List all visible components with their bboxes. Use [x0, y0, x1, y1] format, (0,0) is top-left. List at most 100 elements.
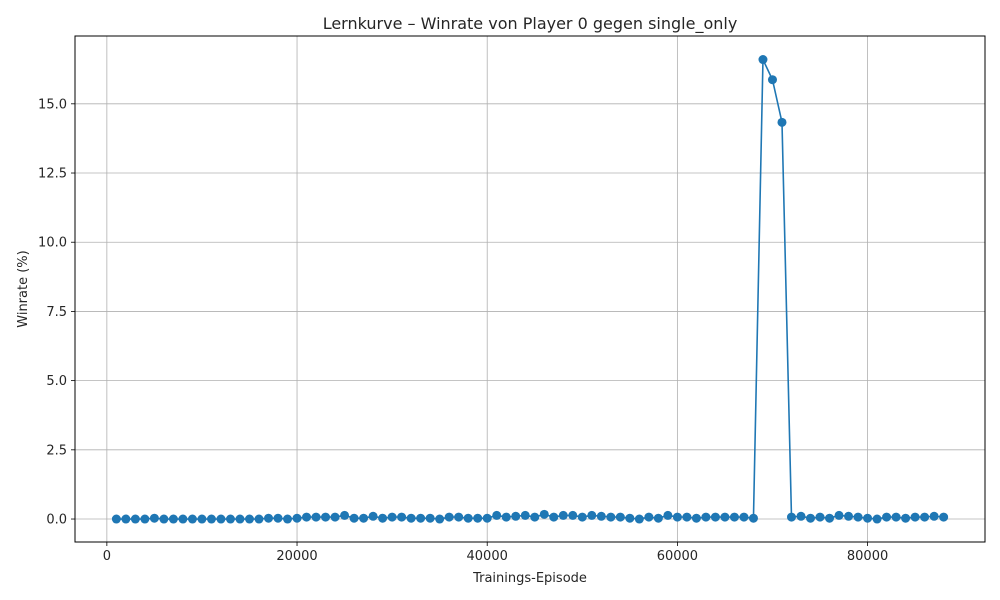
data-point — [283, 514, 293, 524]
data-point — [653, 513, 663, 523]
data-point — [834, 510, 844, 520]
data-point — [615, 512, 625, 522]
data-point — [825, 513, 835, 523]
chart-title: Lernkurve – Winrate von Player 0 gegen s… — [323, 14, 738, 34]
data-point — [159, 514, 169, 524]
data-point — [387, 512, 397, 522]
data-point — [149, 513, 159, 523]
data-point — [178, 514, 188, 524]
data-point — [121, 514, 131, 524]
data-point — [197, 514, 207, 524]
data-point — [901, 513, 911, 523]
data-point — [292, 513, 302, 523]
data-point — [853, 512, 863, 522]
data-point — [663, 510, 673, 520]
data-point — [168, 514, 178, 524]
data-point — [187, 514, 197, 524]
data-point — [920, 512, 930, 522]
data-point — [701, 512, 711, 522]
plot-area-frame — [74, 35, 986, 543]
series-line — [116, 58, 944, 520]
data-point — [273, 513, 283, 523]
data-point — [330, 512, 340, 522]
data-point — [568, 510, 578, 520]
data-point — [416, 513, 426, 523]
data-point — [815, 512, 825, 522]
x-tick-label: 0 — [103, 549, 111, 564]
data-point — [216, 514, 226, 524]
data-point — [863, 513, 873, 523]
data-point — [473, 513, 483, 523]
data-point — [748, 513, 758, 523]
data-point — [225, 514, 235, 524]
data-point — [710, 512, 720, 522]
data-point — [244, 514, 254, 524]
y-axis-label: Winrate (%) — [16, 250, 31, 327]
data-point — [254, 514, 264, 524]
y-tick-label: 5.0 — [46, 374, 67, 389]
data-point — [492, 510, 502, 520]
data-point — [539, 509, 549, 519]
data-point — [264, 513, 274, 523]
data-point — [454, 512, 464, 522]
data-point — [625, 513, 635, 523]
axis-ticks: 0 20000 40000 60000 80000 0.0 2.5 5.0 7.5 10.0 12.… — [38, 97, 888, 564]
data-point — [530, 512, 540, 522]
y-tick-label: 7.5 — [46, 305, 67, 320]
y-tick-label: 0.0 — [46, 513, 67, 528]
data-point — [891, 512, 901, 522]
x-tick-label: 20000 — [276, 549, 317, 564]
data-point — [520, 510, 530, 520]
data-point — [910, 512, 920, 522]
x-axis-label: Trainings-Episode — [472, 571, 587, 586]
data-point — [872, 514, 882, 524]
data-point — [501, 512, 511, 522]
data-point — [340, 510, 350, 520]
data-point — [111, 514, 121, 524]
data-series — [111, 55, 949, 524]
data-point — [463, 513, 473, 523]
data-point — [796, 511, 806, 521]
x-tick-label: 80000 — [847, 549, 888, 564]
data-point — [882, 512, 892, 522]
y-tick-label: 15.0 — [38, 97, 67, 112]
data-point — [596, 511, 606, 521]
data-point — [729, 512, 739, 522]
data-point — [720, 512, 730, 522]
y-tick-label: 12.5 — [38, 167, 67, 182]
data-point — [767, 75, 777, 85]
data-point — [939, 512, 949, 522]
data-point — [606, 512, 616, 522]
data-point — [758, 55, 768, 65]
data-point — [806, 513, 816, 523]
data-point — [130, 514, 140, 524]
data-point — [549, 512, 559, 522]
data-point — [359, 513, 369, 523]
data-point — [406, 513, 416, 523]
data-point — [739, 512, 749, 522]
data-point — [929, 511, 939, 521]
data-point — [558, 510, 568, 520]
data-point — [691, 513, 701, 523]
data-point — [235, 514, 245, 524]
data-point — [777, 117, 787, 127]
data-point — [140, 514, 150, 524]
data-point — [302, 512, 312, 522]
data-point — [444, 512, 454, 522]
y-tick-label: 10.0 — [38, 236, 67, 251]
data-point — [321, 512, 331, 522]
y-tick-label: 2.5 — [46, 443, 67, 458]
data-point — [368, 511, 378, 521]
data-point — [644, 512, 654, 522]
data-point — [682, 512, 692, 522]
data-point — [425, 513, 435, 523]
x-tick-label: 40000 — [467, 549, 508, 564]
data-point — [634, 514, 644, 524]
data-point — [397, 512, 407, 522]
data-point — [511, 511, 521, 521]
data-point — [482, 513, 492, 523]
x-tick-label: 60000 — [657, 549, 698, 564]
data-point — [311, 512, 321, 522]
data-point — [378, 513, 388, 523]
